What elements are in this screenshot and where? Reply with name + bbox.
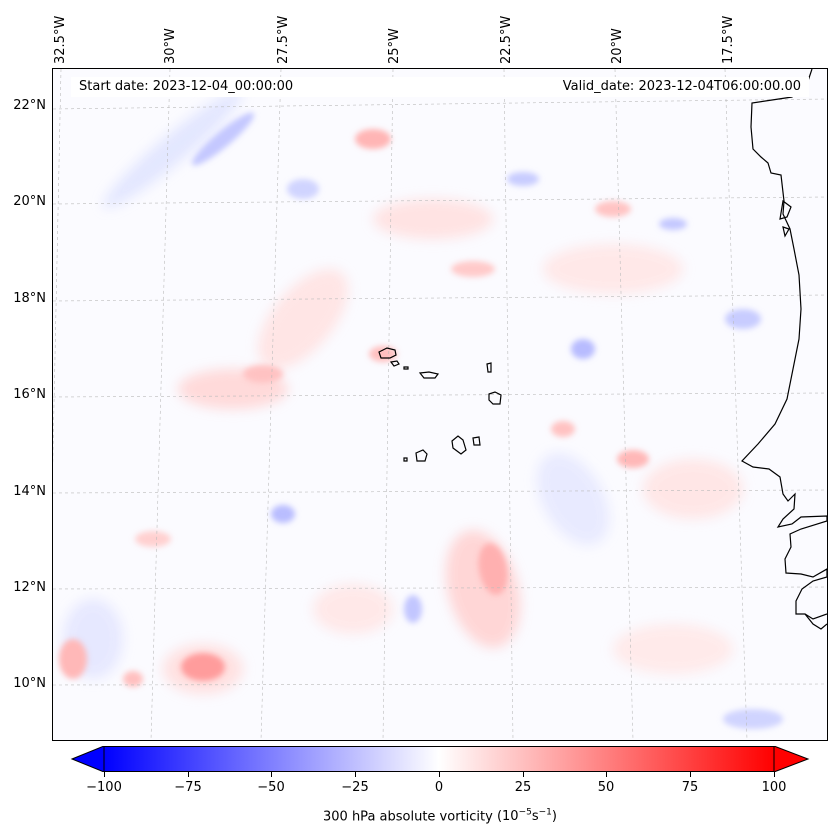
lat-label-16n: 16°N [13, 387, 46, 402]
cb-tick [188, 772, 189, 777]
cb-label-neg100: −100 [86, 780, 122, 795]
lat-label-14n: 14°N [13, 484, 46, 499]
cb-tick [523, 772, 524, 777]
cb-label-neg25: −25 [341, 780, 369, 795]
colorbar-units: (10−5s−1) [496, 808, 557, 825]
map-panel: Start date: 2023-12-04_00:00:00 Valid_da… [52, 68, 828, 741]
lat-label-20n: 20°N [13, 194, 46, 209]
cb-label-50: 50 [597, 780, 615, 795]
info-bar: Start date: 2023-12-04_00:00:00 Valid_da… [71, 77, 809, 97]
lon-label-17-5w: 17.5°W [721, 15, 736, 64]
lat-label-12n: 12°N [13, 580, 46, 595]
valid-date: Valid_date: 2023-12-04T06:00:00.00 [562, 79, 801, 94]
west-africa-coastline [741, 69, 827, 620]
colorbar-field: 300 hPa absolute vorticity [323, 809, 493, 825]
lon-label-32-5w: 32.5°W [53, 15, 68, 64]
colorbar-title: 300 hPa absolute vorticity (10−5s−1) [0, 808, 837, 824]
lat-label-18n: 18°N [13, 291, 46, 306]
cb-tick [104, 772, 105, 777]
cb-tick [606, 772, 607, 777]
cb-label-neg75: −75 [174, 780, 202, 795]
lon-label-20w: 20°W [610, 28, 625, 64]
cb-tick [355, 772, 356, 777]
vorticity-field [53, 69, 827, 740]
cb-label-100: 100 [761, 780, 787, 795]
start-date: Start date: 2023-12-04_00:00:00 [79, 79, 294, 94]
colorbar-extend-high [773, 746, 810, 772]
lon-label-22-5w: 22.5°W [499, 15, 514, 64]
lon-label-30w: 30°W [163, 28, 178, 64]
lat-label-22n: 22°N [13, 98, 46, 113]
cb-label-0: 0 [434, 780, 444, 795]
colorbar [70, 746, 810, 772]
cb-tick [774, 772, 775, 777]
cb-tick [690, 772, 691, 777]
colorbar-extend-low [70, 746, 105, 772]
colorbar-body [103, 746, 775, 772]
cb-tick [271, 772, 272, 777]
lon-label-27-5w: 27.5°W [276, 15, 291, 64]
lat-label-10n: 10°N [13, 676, 46, 691]
cabo-verde-islands [378, 347, 502, 462]
gridlines [53, 69, 827, 740]
cb-label-neg50: −50 [257, 780, 285, 795]
cb-label-75: 75 [681, 780, 699, 795]
cb-tick [439, 772, 440, 777]
cb-label-25: 25 [514, 780, 532, 795]
lon-label-25w: 25°W [387, 28, 402, 64]
